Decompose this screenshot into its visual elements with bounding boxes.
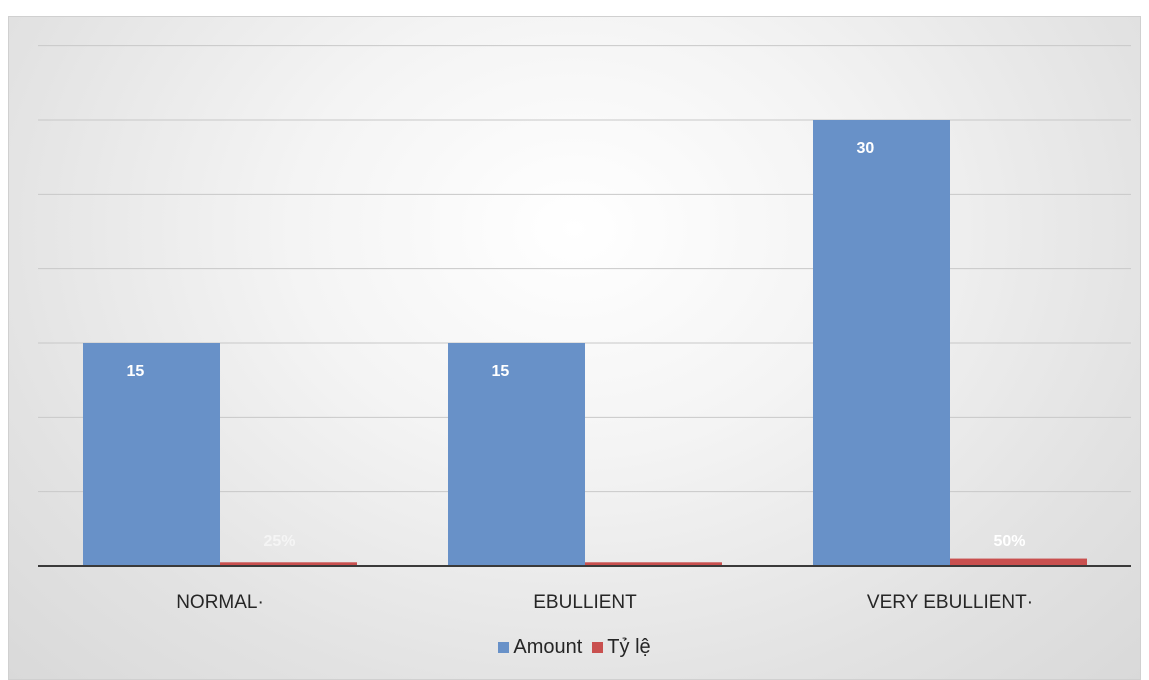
- data-label-ty-le-1: 25%: [264, 533, 296, 550]
- data-label-ty-le-3: 50%: [994, 533, 1026, 550]
- bar-ty-le-1: [220, 562, 357, 566]
- data-label-amount-3: 30: [857, 140, 875, 157]
- legend-swatch-ty-le: [592, 642, 604, 653]
- bars: [83, 120, 1087, 566]
- legend: Amount Tỷ lệ: [0, 636, 1149, 659]
- bar-ty-le-2: [585, 562, 722, 566]
- legend-item-amount: Amount: [498, 636, 582, 659]
- legend-item-ty-le: Tỷ lệ: [592, 636, 651, 659]
- bar-amount-1: [83, 343, 220, 566]
- legend-swatch-amount: [498, 642, 510, 653]
- category-label-3: VERY EBULLIENT·: [867, 592, 1033, 613]
- data-label-amount-2: 15: [492, 363, 510, 380]
- bar-ty-le-3: [950, 558, 1087, 566]
- category-label-2: EBULLIENT: [533, 592, 637, 613]
- legend-label-amount: Amount: [513, 636, 583, 658]
- labels: 15 25% NORMAL· 15 EBULLIENT 30 50% VERY EBULLIE…: [127, 140, 1034, 613]
- legend-label-ty-le: Tỷ lệ: [607, 636, 651, 658]
- category-label-1: NORMAL·: [176, 592, 264, 613]
- data-label-amount-1: 15: [127, 363, 145, 380]
- bar-amount-3: [813, 120, 950, 566]
- bar-amount-2: [448, 343, 585, 566]
